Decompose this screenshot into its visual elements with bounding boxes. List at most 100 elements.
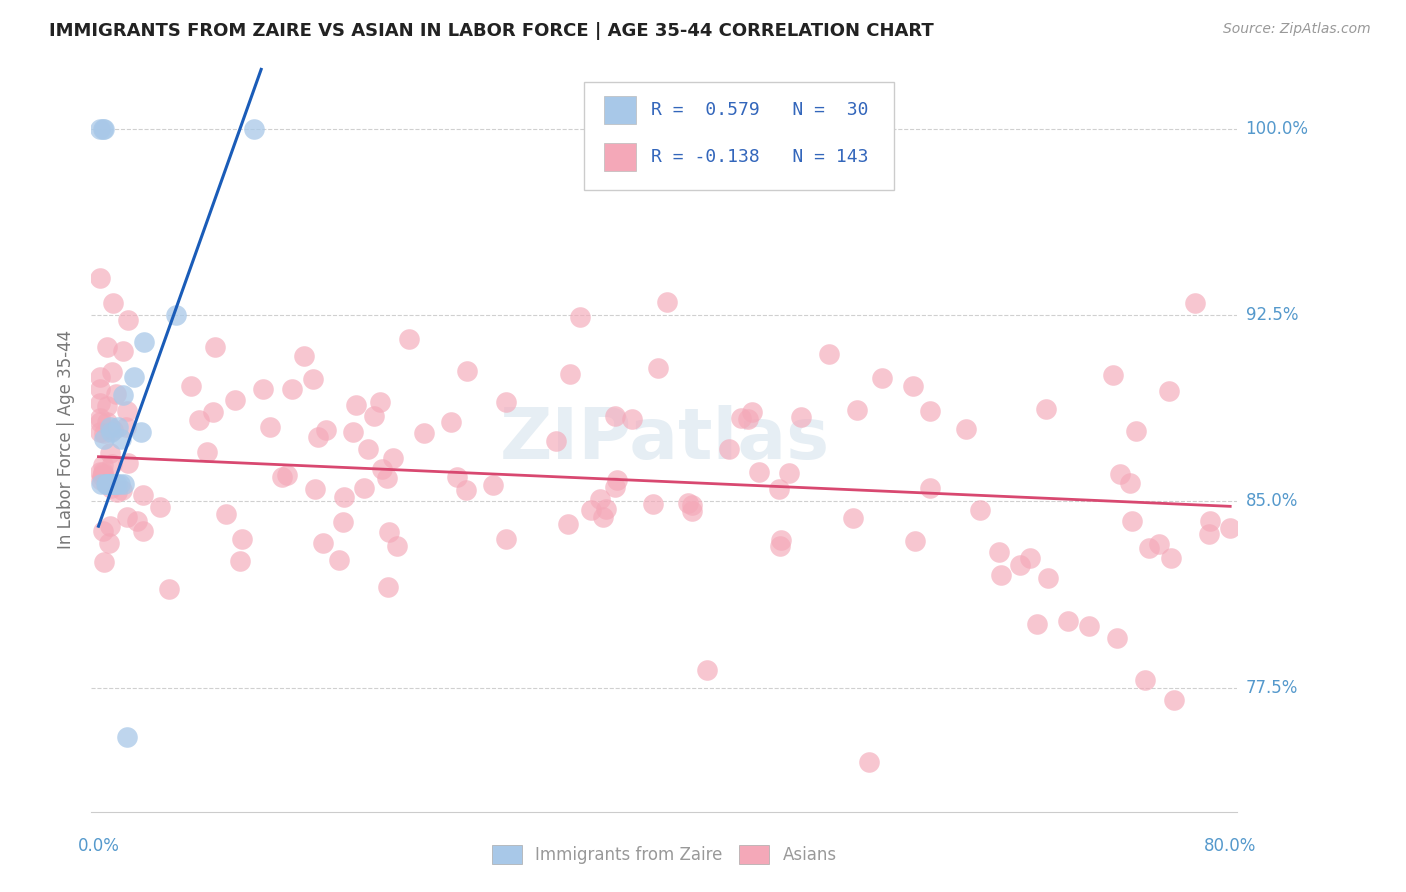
Point — [987, 545, 1010, 559]
Point — [115, 404, 138, 418]
Point — [456, 364, 478, 378]
Point — [377, 580, 399, 594]
Text: R = -0.138   N = 143: R = -0.138 N = 143 — [651, 148, 868, 166]
Point — [98, 519, 121, 533]
Point — [90, 473, 112, 487]
Point — [111, 483, 134, 497]
Point — [304, 483, 326, 497]
Point — [98, 477, 121, 491]
Point — [790, 410, 813, 425]
Point — [1121, 514, 1143, 528]
Point — [115, 730, 138, 744]
Point — [117, 312, 139, 326]
Point — [96, 340, 118, 354]
Point — [769, 533, 792, 548]
Point — [558, 367, 581, 381]
Point — [89, 382, 111, 396]
Point — [101, 457, 124, 471]
Point — [89, 411, 111, 425]
Point — [643, 497, 665, 511]
Point — [557, 516, 579, 531]
Bar — [603, 96, 636, 124]
Point — [105, 387, 128, 401]
Point — [96, 416, 118, 430]
Point — [606, 473, 628, 487]
Point — [132, 335, 155, 350]
Point — [1199, 514, 1222, 528]
Point — [89, 122, 111, 136]
Point — [100, 477, 122, 491]
Point — [595, 502, 617, 516]
Point — [920, 481, 942, 495]
Point — [91, 122, 114, 136]
Point — [1219, 521, 1241, 535]
Point — [110, 432, 132, 446]
Point — [818, 347, 841, 361]
Point — [180, 379, 202, 393]
Point — [100, 425, 122, 439]
Point — [901, 379, 924, 393]
Text: 80.0%: 80.0% — [1204, 837, 1257, 855]
Point — [681, 504, 703, 518]
Point — [204, 340, 226, 354]
Point — [281, 383, 304, 397]
Point — [307, 430, 329, 444]
Point — [100, 481, 122, 495]
Point — [97, 477, 120, 491]
Point — [454, 483, 477, 497]
Point — [215, 507, 238, 521]
Legend: Immigrants from Zaire, Asians: Immigrants from Zaire, Asians — [485, 838, 844, 871]
Text: Source: ZipAtlas.com: Source: ZipAtlas.com — [1223, 22, 1371, 37]
Point — [107, 420, 129, 434]
Point — [647, 361, 669, 376]
Point — [1026, 616, 1049, 631]
Point — [678, 496, 700, 510]
Point — [920, 404, 942, 418]
Point — [1105, 631, 1128, 645]
Point — [858, 755, 880, 769]
Point — [228, 554, 250, 568]
Point — [737, 412, 759, 426]
Point — [259, 420, 281, 434]
Point — [132, 524, 155, 538]
Point — [157, 582, 180, 597]
Point — [231, 533, 253, 547]
Point — [96, 399, 118, 413]
Point — [955, 422, 977, 436]
Point — [1077, 618, 1099, 632]
Point — [93, 426, 115, 441]
Point — [107, 485, 129, 500]
Point — [413, 425, 436, 440]
Point — [1157, 384, 1180, 398]
Point — [112, 344, 135, 359]
Point — [1135, 673, 1157, 687]
Point — [91, 467, 114, 482]
Point — [98, 420, 121, 434]
Point — [188, 413, 211, 427]
Point — [481, 478, 503, 492]
Text: 77.5%: 77.5% — [1246, 679, 1298, 697]
Point — [842, 511, 865, 525]
FancyBboxPatch shape — [583, 82, 893, 190]
Point — [89, 396, 111, 410]
Point — [1147, 537, 1170, 551]
Point — [495, 395, 517, 409]
Text: IMMIGRANTS FROM ZAIRE VS ASIAN IN LABOR FORCE | AGE 35-44 CORRELATION CHART: IMMIGRANTS FROM ZAIRE VS ASIAN IN LABOR … — [49, 22, 934, 40]
Point — [328, 553, 350, 567]
Point — [252, 382, 274, 396]
Point — [378, 524, 401, 539]
Point — [276, 467, 298, 482]
Point — [93, 432, 115, 446]
Point — [741, 405, 763, 419]
Point — [195, 444, 218, 458]
Point — [440, 415, 463, 429]
Point — [96, 477, 118, 491]
Bar — [603, 143, 636, 171]
Point — [1125, 424, 1147, 438]
Point — [592, 509, 614, 524]
Point — [387, 539, 409, 553]
Point — [115, 510, 138, 524]
Point — [333, 491, 356, 505]
Point — [357, 442, 380, 456]
Point — [768, 482, 790, 496]
